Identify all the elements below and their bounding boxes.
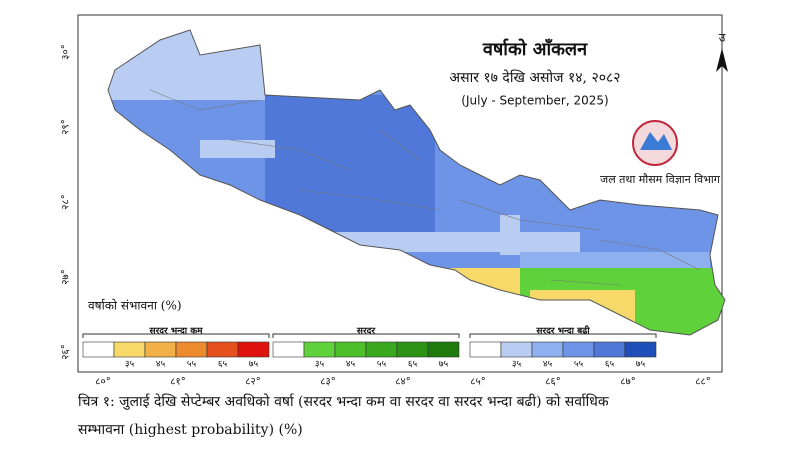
legend-bracket (469, 333, 657, 338)
legend-group-title: सरदर (356, 327, 376, 337)
legend-swatch (175, 341, 208, 358)
legend-title: वर्षाको संभावना (%) (88, 299, 182, 313)
legend-swatch (624, 341, 657, 358)
legend-label: ७५ (249, 360, 259, 370)
legend-swatch (531, 341, 564, 358)
latitude-label: २८° (61, 194, 72, 209)
legend-label: ७५ (636, 360, 646, 370)
legend-swatch (237, 341, 270, 358)
legend-swatch (427, 341, 460, 358)
legend-label: ६५ (605, 360, 615, 370)
legend-swatch (593, 341, 626, 358)
border (107, 29, 726, 336)
legend-label: ३५ (125, 360, 135, 370)
period: (July - September, 2025) (461, 94, 608, 108)
legend-swatch (334, 341, 367, 358)
longitude-label: ८६° (545, 377, 560, 388)
logo-mountain (640, 132, 672, 150)
latitude-label: २७° (61, 269, 72, 284)
latitude-label: २६° (61, 344, 72, 359)
longitude-label: ८१° (170, 377, 185, 388)
legend-swatch (365, 341, 398, 358)
legend-swatch (206, 341, 239, 358)
longitude-label: ८४° (395, 377, 410, 388)
legend-label: ३५ (512, 360, 522, 370)
longitude-label: ८०° (95, 377, 110, 388)
longitude-label: ८२° (245, 377, 260, 388)
north-arrow (716, 48, 728, 72)
latitude-label: २९° (61, 119, 72, 134)
legend-label: ७५ (439, 360, 449, 370)
legend-swatch (272, 341, 305, 358)
legend-swatch (562, 341, 595, 358)
latitude-label: ३०° (61, 44, 72, 59)
title: वर्षाको आँकलन (482, 38, 588, 60)
longitude-label: ८८° (695, 377, 710, 388)
legend-label: ४५ (156, 360, 166, 370)
legend-swatch (113, 341, 146, 358)
legend-label: ५५ (377, 360, 387, 370)
caption-line: सम्भावना (highest probability) (%) (78, 422, 303, 438)
caption-line: चित्र १: जुलाई देखि सेप्टेम्बर अवधिको वर… (78, 394, 609, 410)
legend-swatch (144, 341, 177, 358)
agency: जल तथा मौसम विज्ञान विभाग (600, 173, 721, 186)
legend-label: ४५ (346, 360, 356, 370)
legend-group-title: सरदर भन्दा कम (148, 327, 203, 337)
legend-bracket (272, 333, 460, 338)
legend-label: ६५ (408, 360, 418, 370)
longitude-label: ८५° (470, 377, 485, 388)
subtitle: असार १७ देखि असोज १४, २०८२ (449, 69, 620, 86)
legend-label: ३५ (315, 360, 325, 370)
legend-label: ६५ (218, 360, 228, 370)
legend-label: ५५ (187, 360, 197, 370)
legend-swatch (396, 341, 429, 358)
longitude-label: ८७° (620, 377, 635, 388)
legend-swatch (469, 341, 502, 358)
districts (149, 89, 701, 286)
north-label: उ (719, 31, 726, 45)
legend-swatch (500, 341, 533, 358)
legend-swatch (82, 341, 115, 358)
longitude-label: ८३° (320, 377, 335, 388)
legend-bracket (82, 333, 270, 338)
legend-label: ४५ (543, 360, 553, 370)
legend-label: ५५ (574, 360, 584, 370)
legend-group-title: सरदर भन्दा बढी (535, 325, 590, 337)
legend-swatch (303, 341, 336, 358)
